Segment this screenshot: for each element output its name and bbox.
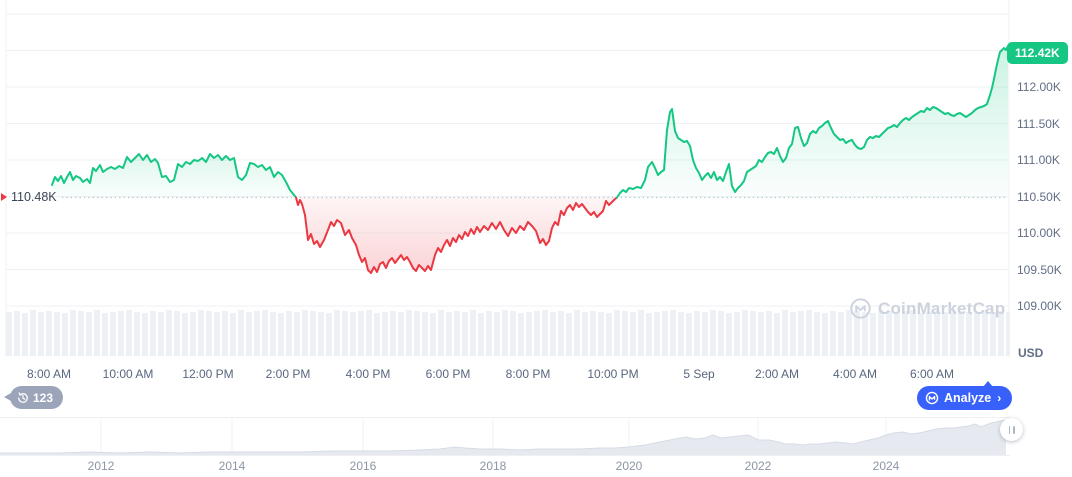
time-axis-label: 8:00 AM [26, 367, 72, 381]
time-axis-label: 2:00 PM [265, 367, 311, 381]
time-axis-label: 6:00 PM [425, 367, 471, 381]
watermark: CoinMarketCap [849, 297, 1005, 320]
coinmarketcap-logo-icon [850, 298, 871, 319]
timeline-scrubber[interactable] [0, 417, 1010, 455]
usd-unit-label: USD [1018, 346, 1044, 360]
time-axis-label: 12:00 PM [182, 367, 234, 381]
price-axis-label: 112.00K [1017, 80, 1061, 94]
time-axis-label: 8:00 PM [505, 367, 551, 381]
time-axis-label: 5 Sep [683, 367, 715, 381]
main-chart[interactable] [0, 0, 1010, 357]
current-price-value: 112.42K [1015, 46, 1060, 60]
time-axis-label: 4:00 PM [345, 367, 391, 381]
chevron-right-icon: › [997, 391, 1002, 405]
time-axis-label: 4:00 AM [832, 367, 878, 381]
analyze-logo-icon [925, 391, 939, 405]
scrubber-top-divider [0, 417, 1010, 418]
price-axis-label: 110.00K [1017, 226, 1061, 240]
watermark-text: CoinMarketCap [878, 298, 1006, 318]
current-price-badge: 112.42K [1007, 42, 1068, 64]
analyze-pointer [983, 381, 993, 387]
handle-grip-icon [1008, 425, 1010, 434]
time-axis-label: 6:00 AM [909, 367, 955, 381]
year-label: 2012 [87, 459, 115, 473]
year-label: 2024 [872, 459, 900, 473]
scrubber-bottom-divider [0, 455, 1010, 456]
history-clock-icon [18, 391, 28, 403]
price-axis-label: 111.00K [1017, 153, 1060, 167]
year-label: 2016 [349, 459, 377, 473]
year-label: 2020 [615, 459, 643, 473]
baseline-marker-icon [1, 193, 7, 201]
analyze-label: Analyze [944, 391, 992, 405]
year-label: 2022 [744, 459, 772, 473]
time-axis-label: 2:00 AM [754, 367, 800, 381]
price-axis-label: 109.00K [1017, 299, 1062, 313]
history-badge[interactable]: 123 [3, 386, 64, 409]
time-axis-label: 10:00 AM [102, 367, 154, 381]
price-axis-label: 110.50K [1017, 189, 1061, 204]
time-axis-label: 10:00 PM [587, 367, 639, 381]
price-axis-label: 111.50K [1017, 116, 1060, 131]
handle-grip-icon [1013, 425, 1015, 434]
year-label: 2014 [218, 459, 246, 473]
history-count: 123 [33, 390, 54, 405]
analyze-button[interactable]: Analyze › [917, 381, 1013, 410]
price-axis-label: 109.50K [1017, 262, 1062, 277]
scrubber-handle[interactable] [1000, 418, 1023, 441]
baseline-price-label: 110.48K [11, 190, 57, 204]
volume-bars [6, 310, 1010, 356]
year-label: 2018 [479, 459, 507, 473]
